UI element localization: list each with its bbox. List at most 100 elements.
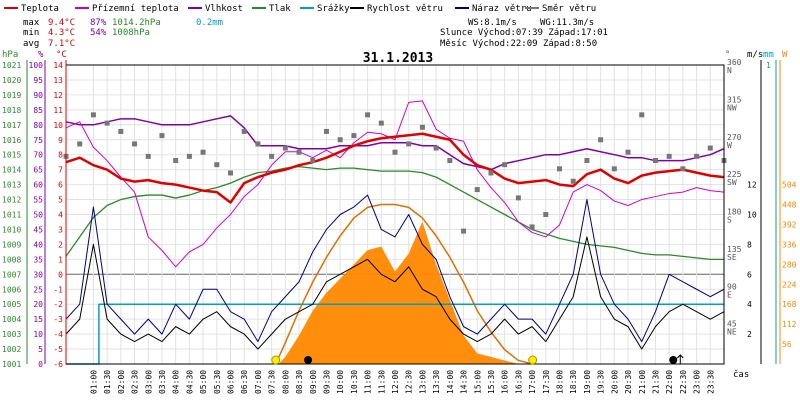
axis-header-degc: °C [56, 50, 67, 60]
direction-tick-label: W [727, 141, 732, 150]
series-temperature [65, 132, 725, 204]
rain-tick-label: 1 [766, 61, 771, 70]
temperature-tick-label: -5 [53, 345, 63, 354]
wind-direction-point [310, 158, 316, 164]
pressure-tick-label: 1020 [2, 76, 21, 85]
wind-tick-label: 8 [747, 240, 752, 249]
wind-direction-point [707, 145, 713, 151]
x-tick-label: 13:30 [432, 370, 441, 394]
temperature-tick-label: 13 [53, 76, 63, 85]
pressure-tick-label: 1008 [2, 255, 21, 264]
x-tick-label: 11:00 [364, 370, 373, 394]
stat-min-humidity: 54% [90, 28, 107, 38]
stat-max-pressure: 1014.2hPa [112, 18, 161, 28]
wind-direction-point [652, 158, 658, 164]
x-tick-label: 10:00 [336, 370, 345, 394]
direction-tick-label: 45 [727, 320, 737, 329]
temperature-tick-label: 1 [58, 255, 63, 264]
solar-tick-label: 448 [782, 201, 797, 210]
direction-tick-label: 270 [727, 133, 742, 142]
pressure-tick-label: 1006 [2, 285, 21, 294]
legend-label: Vlhkost [205, 4, 243, 14]
solar-tick-label: 504 [782, 181, 797, 190]
pressure-tick-label: 1019 [2, 91, 21, 100]
wind-direction-point [447, 158, 453, 164]
series-ground-temperature [65, 100, 725, 268]
x-tick-label: 07:00 [254, 370, 263, 394]
wind-direction-point [323, 128, 329, 134]
wind-direction-point [515, 195, 521, 201]
legend-label: Rychlost větru [367, 4, 443, 14]
wind-direction-point [529, 224, 535, 230]
stat-min-temp: 4.3°C [48, 28, 75, 38]
sun-moon-markers [271, 354, 684, 365]
humidity-tick-label: 10 [33, 330, 43, 339]
stat-wind-speed: WS:8.1m/s [468, 18, 517, 28]
x-tick-label: 18:30 [569, 370, 578, 394]
chart-title: 31.1.2013 [363, 51, 433, 66]
x-tick-label: 14:30 [460, 370, 469, 394]
wind-direction-point [200, 149, 206, 155]
x-tick-label: 02:00 [117, 370, 126, 394]
pressure-tick-label: 1009 [2, 240, 21, 249]
x-tick-label: 03:30 [158, 370, 167, 394]
humidity-tick-label: 20 [33, 300, 43, 309]
x-tick-label: 20:30 [624, 370, 633, 394]
humidity-tick-label: 65 [33, 166, 43, 175]
wind-direction-point [77, 141, 83, 147]
stats-panel: max 9.4°C 87% 1014.2hPa 0.2mm min 4.3°C … [23, 18, 608, 49]
axis-header-pct: % [38, 50, 44, 60]
x-tick-label: 01:30 [103, 370, 112, 394]
axis-header-ms: m/s [747, 50, 763, 60]
wind-direction-point [269, 153, 275, 159]
x-tick-label: 17:00 [528, 370, 537, 394]
temperature-tick-label: -4 [53, 330, 63, 339]
direction-tick-label: 90 [727, 282, 737, 291]
wind-direction-point [118, 128, 124, 134]
legend: Teplota Přízemní teplota Vlhkost Tlak Srážky… [4, 4, 596, 14]
wind-direction-point [570, 178, 576, 184]
x-tick-label: 15:30 [487, 370, 496, 394]
wind-direction-point [598, 137, 604, 143]
x-tick-label: 04:00 [172, 370, 181, 394]
wind-direction-point [90, 112, 96, 118]
legend-label: Náraz větru [472, 4, 532, 14]
pressure-tick-label: 1002 [2, 345, 21, 354]
pressure-tick-label: 1007 [2, 270, 21, 279]
temperature-tick-label: 6 [58, 181, 63, 190]
stat-wind-gust: WG:11.3m/s [540, 18, 594, 28]
wind-direction-point [611, 166, 617, 172]
x-tick-label: 20:00 [610, 370, 619, 394]
temperature-tick-label: 3 [58, 225, 63, 234]
solar-tick-label: 392 [782, 220, 797, 229]
pressure-tick-label: 1004 [2, 315, 21, 324]
x-tick-label: 23:30 [706, 370, 715, 394]
direction-tick-label: S [727, 216, 732, 225]
humidity-tick-label: 35 [33, 255, 43, 264]
direction-tick-label: SW [727, 178, 737, 187]
x-tick-label: 21:30 [651, 370, 660, 394]
stat-min-label: min [23, 28, 39, 38]
stat-max-rain: 0.2mm [196, 18, 223, 28]
x-tick-label: 12:00 [391, 370, 400, 394]
x-tick-label: 22:30 [679, 370, 688, 394]
wind-direction-point [282, 145, 288, 151]
humidity-tick-label: 60 [33, 181, 43, 190]
wind-direction-point [584, 158, 590, 164]
direction-tick-label: NW [727, 103, 737, 112]
x-tick-label: 23:00 [693, 370, 702, 394]
x-tick-label: 05:30 [213, 370, 222, 394]
wind-tick-label: 10 [747, 211, 757, 220]
humidity-tick-label: 90 [33, 91, 43, 100]
wind-tick-label: 12 [747, 181, 757, 190]
wind-direction-point [488, 170, 494, 176]
wind-direction-point [419, 124, 425, 130]
wind-direction-point [365, 112, 371, 118]
axis-header-w: W [782, 50, 788, 60]
pressure-tick-label: 1010 [2, 225, 21, 234]
wind-direction-point [406, 141, 412, 147]
temperature-tick-label: -3 [53, 315, 63, 324]
wind-direction-point [461, 228, 467, 234]
humidity-tick-label: 15 [33, 315, 43, 324]
